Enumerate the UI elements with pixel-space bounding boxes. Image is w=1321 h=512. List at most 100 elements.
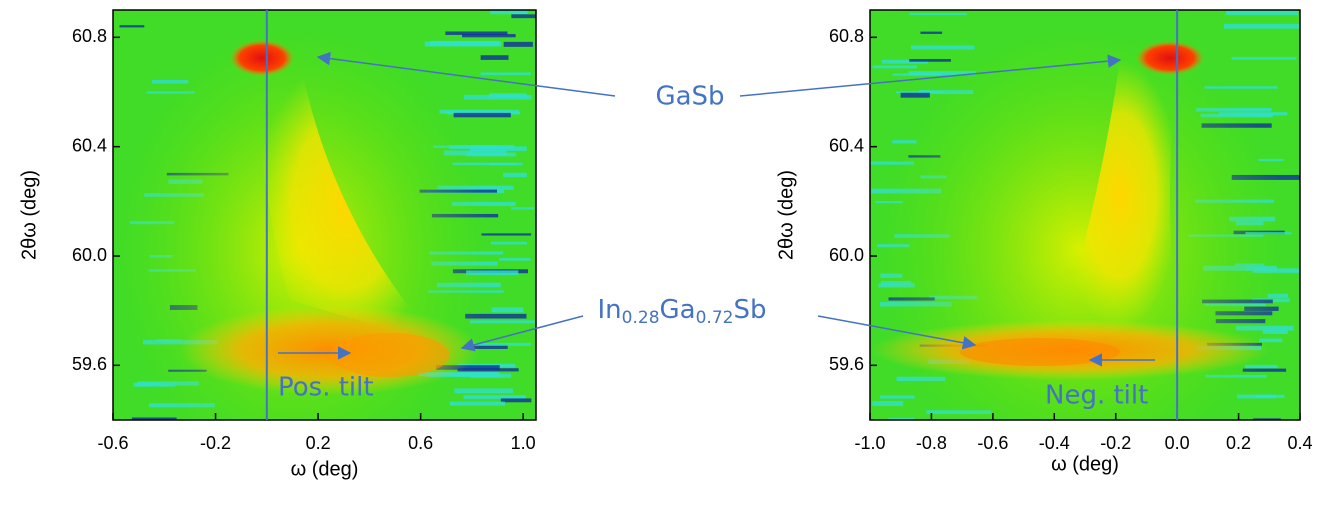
x-tick-label: -1.0 bbox=[854, 433, 885, 453]
streak bbox=[920, 31, 943, 34]
heatmap-field bbox=[870, 10, 1300, 420]
streak bbox=[888, 417, 915, 420]
streak bbox=[910, 45, 975, 50]
x-axis-label: ω (deg) bbox=[291, 458, 359, 480]
streak bbox=[465, 344, 508, 349]
streak bbox=[480, 55, 509, 60]
streak bbox=[510, 207, 535, 210]
streak bbox=[1231, 56, 1297, 60]
streak bbox=[452, 162, 523, 166]
streak bbox=[1204, 86, 1278, 89]
streak bbox=[1226, 10, 1299, 15]
streak bbox=[462, 34, 516, 38]
x-axis-label: ω (deg) bbox=[1051, 453, 1119, 475]
heatmap-field bbox=[113, 10, 536, 420]
streak bbox=[908, 71, 977, 76]
streak bbox=[131, 417, 177, 420]
x-tick-label: 0.0 bbox=[1165, 433, 1190, 453]
streak bbox=[1242, 368, 1287, 372]
x-tick-label: -0.4 bbox=[1039, 433, 1070, 453]
streak bbox=[457, 368, 519, 372]
x-tick-label: -0.8 bbox=[916, 433, 947, 453]
y-tick-label: 60.4 bbox=[72, 135, 107, 155]
tilt-label: Pos. tilt bbox=[278, 373, 374, 403]
streak bbox=[1218, 112, 1288, 116]
streak bbox=[1253, 418, 1281, 420]
plot-frame bbox=[869, 9, 1301, 421]
streak bbox=[481, 233, 532, 236]
streak bbox=[445, 31, 508, 35]
streak bbox=[119, 25, 145, 28]
streak bbox=[443, 150, 507, 156]
y-tick-label: 60.4 bbox=[829, 135, 864, 155]
callout-arrow bbox=[817, 315, 977, 350]
streak bbox=[1245, 364, 1278, 369]
tilt-label: Neg. tilt bbox=[1045, 381, 1148, 411]
callout-arrow bbox=[316, 51, 616, 97]
streak bbox=[469, 320, 535, 324]
streak bbox=[499, 258, 531, 261]
streak bbox=[463, 94, 532, 100]
streak bbox=[503, 41, 533, 47]
x-tick-label: 0.4 bbox=[1287, 433, 1312, 453]
streak bbox=[439, 109, 520, 114]
y-tick-label: 59.6 bbox=[72, 354, 107, 374]
x-tick-label: 1.0 bbox=[511, 433, 536, 453]
y-tick-label: 59.6 bbox=[829, 354, 864, 374]
streak bbox=[449, 401, 505, 406]
x-tick-label: 0.6 bbox=[408, 433, 433, 453]
streak bbox=[511, 14, 536, 19]
streak bbox=[480, 72, 532, 76]
callout-arrow bbox=[739, 54, 1122, 97]
glow bbox=[870, 20, 1290, 420]
substrate-peak bbox=[230, 40, 294, 76]
streak bbox=[151, 79, 189, 84]
streak bbox=[465, 313, 527, 319]
plot-frame bbox=[112, 9, 537, 421]
streak bbox=[466, 270, 519, 276]
streak bbox=[453, 112, 511, 118]
streak bbox=[465, 342, 531, 346]
x-tick-label: -0.6 bbox=[97, 433, 128, 453]
y-axis-label: 2θω (deg) bbox=[775, 170, 797, 260]
y-tick-label: 60.0 bbox=[829, 245, 864, 265]
layer-core bbox=[330, 333, 450, 377]
y-tick-label: 60.8 bbox=[829, 26, 864, 46]
streak bbox=[454, 388, 513, 394]
y-tick-label: 60.0 bbox=[72, 245, 107, 265]
x-tick-label: -0.6 bbox=[977, 433, 1008, 453]
y-tick-label: 60.8 bbox=[72, 26, 107, 46]
streak bbox=[900, 92, 930, 98]
streak bbox=[503, 172, 527, 178]
x-tick-label: 0.2 bbox=[1226, 433, 1251, 453]
streak bbox=[491, 307, 524, 313]
callout-arrow bbox=[460, 315, 584, 352]
streak-body bbox=[255, 60, 440, 345]
layer-core bbox=[960, 338, 1120, 366]
streak bbox=[463, 395, 526, 399]
x-tick-label: -0.2 bbox=[1100, 433, 1131, 453]
streak bbox=[424, 41, 502, 47]
y-axis-label: 2θω (deg) bbox=[18, 170, 40, 260]
layer-label: In0.28Ga0.72Sb bbox=[598, 295, 767, 329]
streak-body bbox=[1060, 60, 1180, 330]
streak bbox=[500, 398, 532, 403]
streak bbox=[489, 163, 517, 166]
streak bbox=[909, 12, 967, 16]
streak bbox=[881, 59, 929, 64]
streak bbox=[470, 373, 512, 378]
x-tick-label: -0.2 bbox=[200, 433, 231, 453]
x-tick-label: 0.2 bbox=[306, 433, 331, 453]
streak bbox=[879, 395, 915, 399]
streak bbox=[895, 91, 943, 94]
streak bbox=[909, 59, 951, 62]
streak bbox=[491, 241, 528, 245]
substrate-peak bbox=[1136, 41, 1204, 75]
streak bbox=[1255, 394, 1285, 399]
streak bbox=[469, 146, 527, 152]
substrate-label: GaSb bbox=[655, 82, 724, 112]
streak bbox=[490, 10, 528, 15]
streak bbox=[872, 401, 904, 406]
streak bbox=[1223, 23, 1300, 29]
